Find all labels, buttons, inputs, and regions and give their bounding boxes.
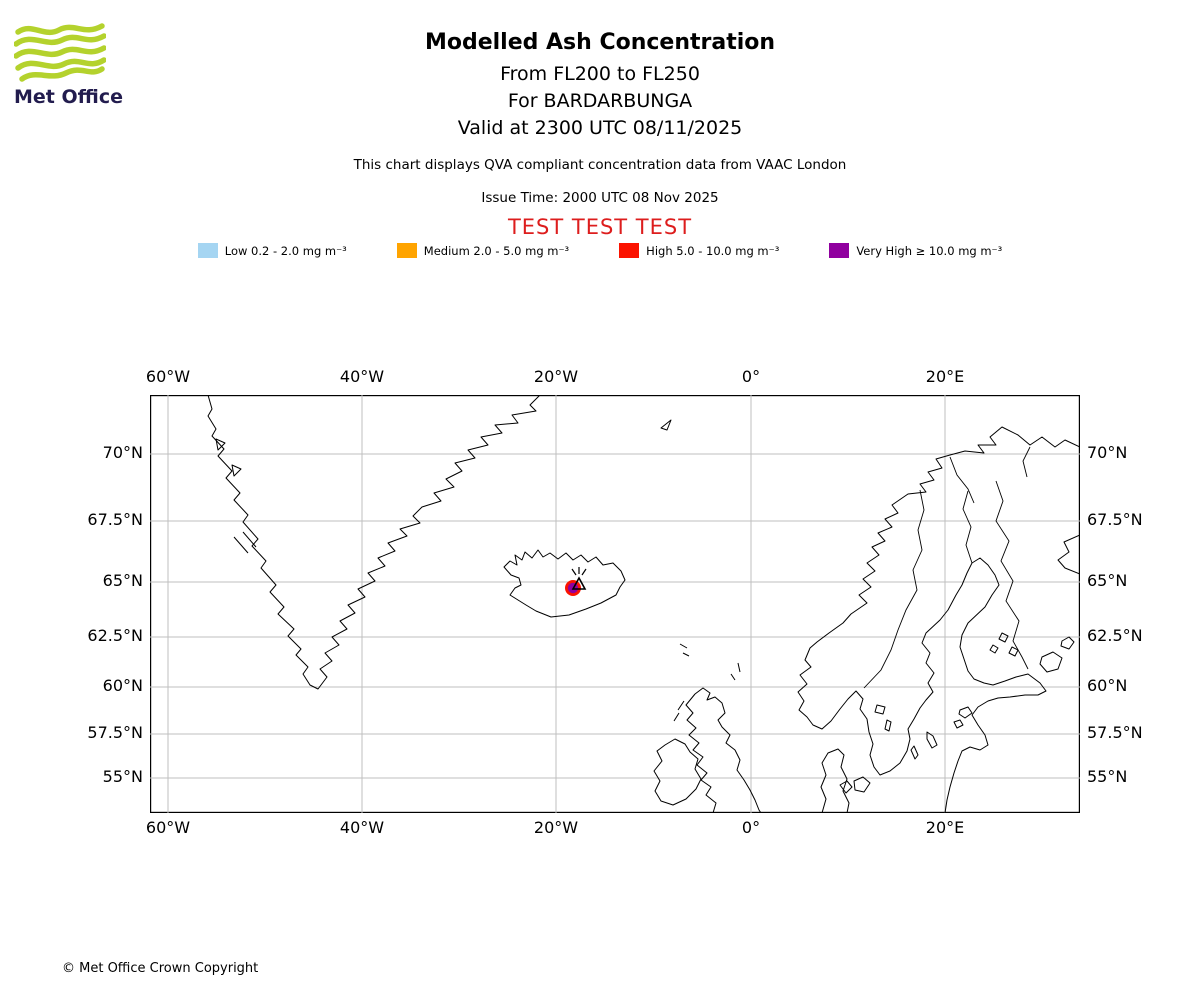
x-tick-label: 20°W	[533, 818, 579, 837]
flight-level-subtitle: From FL200 to FL250	[500, 63, 700, 85]
coastline-greenland	[207, 395, 541, 690]
volcano-icon	[571, 576, 587, 590]
coastline-kola-white-sea	[1057, 534, 1080, 575]
y-tick-label: 65°N	[1087, 571, 1128, 590]
y-tick-label: 60°N	[1087, 676, 1128, 695]
test-banner: TEST TEST TEST	[507, 215, 693, 239]
qva-note: This chart displays QVA compliant concen…	[353, 157, 847, 173]
x-tick-label: 40°W	[339, 818, 385, 837]
border-finland-russia	[995, 480, 1029, 670]
coastline-scandinavia	[797, 426, 1080, 813]
x-tick-label: 20°W	[533, 367, 579, 386]
legend-label: Low 0.2 - 2.0 mg m⁻³	[224, 243, 347, 258]
x-tick-label: 40°W	[339, 367, 385, 386]
baltic-islands	[910, 706, 973, 760]
y-tick-label: 55°N	[102, 767, 143, 786]
hebrides-islands	[673, 700, 685, 722]
very-high-swatch-icon	[829, 243, 850, 258]
y-tick-label: 65°N	[102, 571, 143, 590]
shetland-islands	[730, 662, 741, 681]
legend-label: High 5.0 - 10.0 mg m⁻³	[646, 243, 780, 258]
map-gridlines	[150, 395, 1080, 813]
lakes	[874, 632, 1075, 732]
copyright-notice: © Met Office Crown Copyright	[62, 961, 259, 976]
legend-label: Very High ≥ 10.0 mg m⁻³	[856, 243, 1003, 258]
border-norway-russia	[1022, 446, 1031, 478]
x-tick-label: 0°	[741, 818, 761, 837]
coastline-denmark	[820, 748, 850, 813]
high-swatch-icon	[619, 243, 640, 258]
y-tick-label: 62.5°N	[87, 626, 143, 645]
valid-time-subtitle: Valid at 2300 UTC 08/11/2025	[457, 117, 743, 139]
legend-item-medium: Medium 2.0 - 5.0 mg m⁻³	[396, 243, 570, 258]
border-norway-finland	[949, 456, 975, 504]
coastlines	[207, 395, 1080, 813]
jan-mayen-island	[660, 419, 672, 431]
map-frame	[150, 395, 1080, 813]
y-tick-label: 67.5°N	[1087, 510, 1143, 529]
eruption-marks-icon	[571, 567, 587, 576]
border-sweden-finland	[962, 490, 973, 564]
y-tick-label: 57.5°N	[1087, 723, 1143, 742]
x-tick-label: 60°W	[145, 818, 191, 837]
legend-item-low: Low 0.2 - 2.0 mg m⁻³	[197, 243, 347, 258]
legend-item-very-high: Very High ≥ 10.0 mg m⁻³	[829, 243, 1002, 258]
y-tick-label: 67.5°N	[87, 510, 143, 529]
volcano-subtitle: For BARDARBUNGA	[507, 90, 693, 112]
country-borders	[863, 446, 1031, 689]
x-tick-label: 20°E	[925, 367, 965, 386]
greenland-fjord-marks	[233, 531, 257, 554]
coastline-iceland	[503, 549, 626, 618]
y-tick-label: 55°N	[1087, 767, 1128, 786]
met-office-logo-icon	[14, 23, 106, 82]
medium-swatch-icon	[396, 243, 417, 258]
ash-concentration-map	[150, 395, 1080, 813]
legend-label: Medium 2.0 - 5.0 mg m⁻³	[423, 243, 570, 258]
greenland-islands	[215, 438, 242, 477]
issue-time: Issue Time: 2000 UTC 08 Nov 2025	[481, 190, 719, 206]
coastline-ireland	[653, 738, 702, 806]
ash-concentration-marker	[565, 567, 587, 596]
x-tick-label: 60°W	[145, 367, 191, 386]
legend: Low 0.2 - 2.0 mg m⁻³ Medium 2.0 - 5.0 mg…	[0, 243, 1200, 258]
y-tick-label: 70°N	[102, 443, 143, 462]
y-tick-label: 57.5°N	[87, 723, 143, 742]
y-tick-label: 62.5°N	[1087, 626, 1143, 645]
x-tick-label: 20°E	[925, 818, 965, 837]
danish-islands	[839, 776, 871, 794]
y-tick-label: 60°N	[102, 676, 143, 695]
legend-item-high: High 5.0 - 10.0 mg m⁻³	[619, 243, 779, 258]
coastline-great-britain	[685, 687, 762, 813]
border-norway-sweden	[863, 489, 925, 689]
page-title: Modelled Ash Concentration	[424, 30, 776, 55]
met-office-wordmark: Met Office	[14, 86, 123, 108]
y-tick-label: 70°N	[1087, 443, 1128, 462]
x-tick-label: 0°	[741, 367, 761, 386]
low-swatch-icon	[197, 243, 218, 258]
faroe-islands	[679, 643, 690, 657]
